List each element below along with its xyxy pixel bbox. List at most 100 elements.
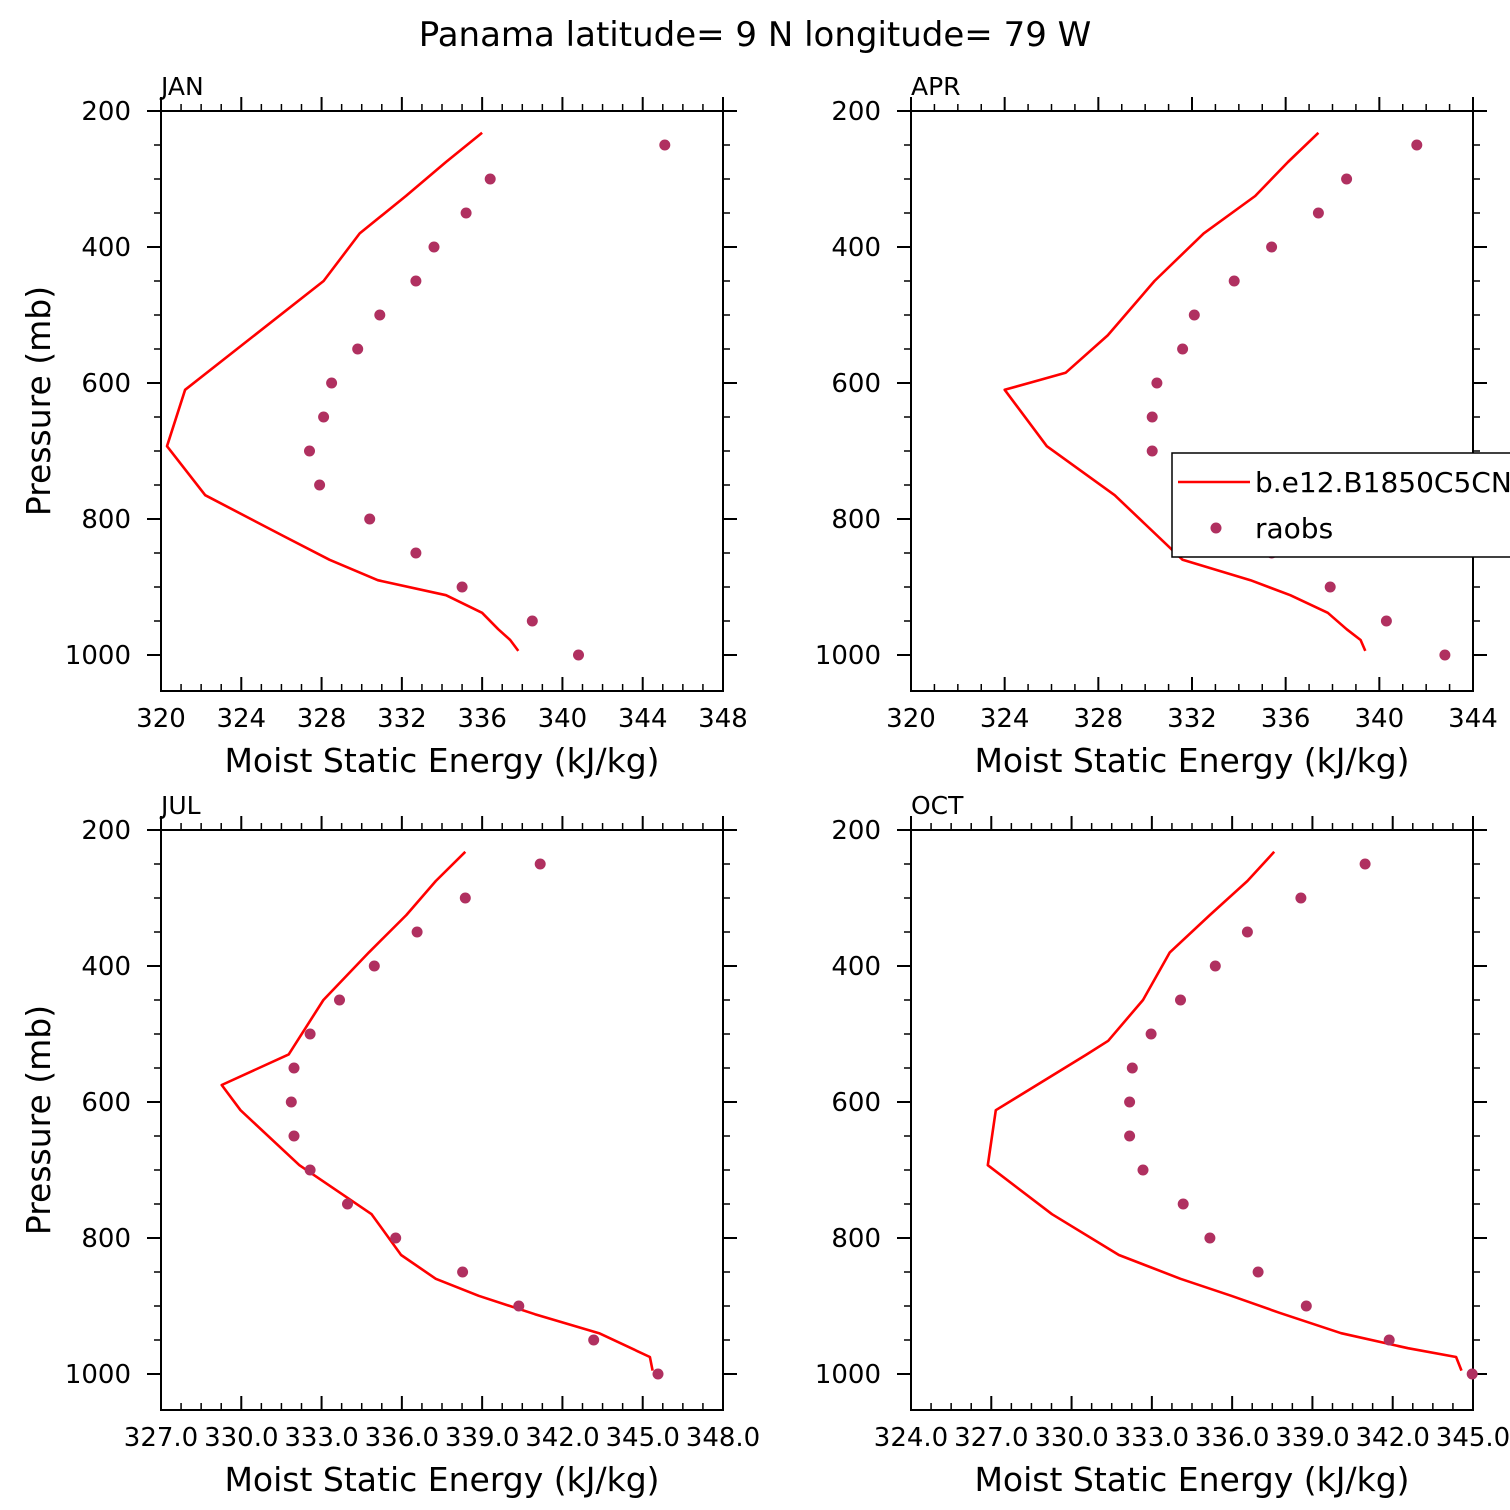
raobs-point [1124, 1130, 1136, 1142]
raobs-point [368, 960, 380, 972]
raobs-point [390, 1232, 402, 1244]
raobs-point [1266, 241, 1278, 253]
x-tick-label: 330.0 [1034, 1423, 1108, 1453]
raobs-point [1466, 1368, 1478, 1380]
y-tick-label: 1000 [815, 1360, 881, 1390]
raobs-point [526, 615, 538, 627]
raobs-point [1439, 649, 1451, 661]
raobs-point [460, 207, 472, 219]
raobs-point [1383, 1334, 1395, 1346]
raobs-point [652, 1368, 664, 1380]
y-tick-label: 200 [81, 97, 131, 127]
panel-oct: OCT 324.0 327.0 330.0 333.0 336.0 339.0 342.0 34… [815, 791, 1510, 1499]
x-axis-label: Moist Static Energy (kJ/kg) [224, 1460, 659, 1499]
raobs-point [304, 1028, 316, 1040]
x-axis-label: Moist Static Energy (kJ/kg) [974, 1460, 1409, 1499]
panel-label: OCT [911, 791, 964, 820]
raobs-point [1324, 581, 1336, 593]
y-tick-label: 400 [81, 952, 131, 982]
x-tick-label: 344 [618, 704, 668, 734]
legend-marker-swatch [1210, 522, 1222, 534]
raobs-point [352, 343, 364, 355]
x-tick-label: 330.0 [204, 1423, 278, 1453]
raobs-point [364, 513, 376, 525]
raobs-point [1204, 1232, 1216, 1244]
plot-frame [910, 110, 1474, 692]
y-tick-label: 1000 [815, 641, 881, 671]
y-tick-label: 800 [81, 505, 131, 535]
x-tick-label: 345.0 [605, 1423, 679, 1453]
raobs-point [1312, 207, 1324, 219]
panels: JAN 320 324 328 332 336 340 344 348 Moist Static … [19, 72, 1510, 1499]
y-tick-label: 600 [81, 369, 131, 399]
x-tick-label: 342.0 [1355, 1423, 1429, 1453]
x-tick-label: 336.0 [365, 1423, 439, 1453]
raobs-point [1411, 139, 1423, 151]
x-tick-label: 327.0 [124, 1423, 198, 1453]
x-tick-label: 340 [1355, 704, 1405, 734]
y-tick-label: 800 [81, 1224, 131, 1254]
panel-label: JAN [159, 72, 204, 101]
x-tick-label: 345.0 [1436, 1423, 1510, 1453]
y-tick-label: 400 [831, 233, 881, 263]
y-tick-label: 1000 [65, 1360, 131, 1390]
y-tick-label: 200 [831, 816, 881, 846]
raobs-point [285, 1096, 297, 1108]
raobs-point [1209, 960, 1221, 972]
x-tick-label: 336.0 [1195, 1423, 1269, 1453]
x-axis-label: Moist Static Energy (kJ/kg) [224, 741, 659, 780]
model-series-line [1003, 131, 1367, 652]
y-tick-label: 600 [81, 1088, 131, 1118]
raobs-point [1137, 1164, 1149, 1176]
raobs-point [1124, 1096, 1136, 1108]
raobs-point [457, 1266, 469, 1278]
raobs-point [304, 1164, 316, 1176]
panel-label: APR [911, 72, 961, 101]
x-tick-label: 344 [1448, 704, 1498, 734]
raobs-point [534, 858, 546, 870]
y-tick-label: 800 [831, 1224, 881, 1254]
raobs-point [304, 445, 315, 457]
raobs-point [410, 547, 422, 559]
x-tick-label: 327.0 [954, 1423, 1028, 1453]
y-tick-label: 200 [831, 97, 881, 127]
raobs-point [456, 581, 468, 593]
x-tick-label: 324.0 [874, 1423, 948, 1453]
x-tick-label: 339.0 [1275, 1423, 1349, 1453]
plot-frame [160, 829, 724, 1411]
raobs-point [573, 649, 584, 661]
raobs-point [1188, 309, 1200, 321]
raobs-point [459, 892, 471, 904]
raobs-point [1341, 173, 1353, 185]
y-tick-label: 800 [831, 505, 881, 535]
raobs-point [1145, 1028, 1157, 1040]
x-tick-label: 332 [1167, 704, 1217, 734]
legend: b.e12.B1850C5CN raobs [1171, 452, 1510, 558]
raobs-point [1146, 445, 1158, 457]
plot-frame [160, 110, 724, 692]
raobs-point [318, 411, 330, 423]
raobs-point [342, 1198, 353, 1210]
x-tick-label: 320 [136, 704, 186, 734]
y-tick-label: 200 [81, 816, 131, 846]
y-tick-label: 600 [831, 1088, 881, 1118]
raobs-point [1380, 615, 1392, 627]
panel-jan: JAN 320 324 328 332 336 340 344 348 Moist Static … [19, 72, 748, 780]
raobs-point [1252, 1266, 1264, 1278]
x-tick-label: 333.0 [284, 1423, 358, 1453]
panel-jul: JUL 327.0 330.0 333.0 336.0 339.0 342.0 345.0 34… [19, 791, 760, 1499]
raobs-point [1151, 377, 1163, 389]
x-tick-label: 320 [886, 704, 936, 734]
x-tick-label: 348.0 [686, 1423, 760, 1453]
x-tick-label: 324 [216, 704, 266, 734]
panel-label: JUL [159, 791, 201, 820]
panel-apr: APR 320 324 328 332 336 340 344 Moist Static Ene… [815, 72, 1498, 780]
model-series-line [220, 850, 654, 1371]
legend-box [1171, 452, 1510, 558]
raobs-point [1175, 994, 1186, 1006]
raobs-point [410, 275, 422, 287]
x-tick-label: 332 [377, 704, 427, 734]
legend-entry-raobs: raobs [1255, 512, 1333, 545]
model-series-line [986, 850, 1463, 1372]
raobs-point [588, 1334, 600, 1346]
